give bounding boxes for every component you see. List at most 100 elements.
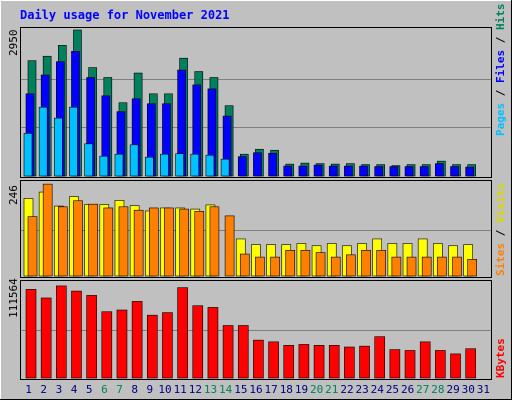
day-label: 31 (477, 383, 490, 396)
sites-bar (467, 259, 477, 277)
sites-bar (285, 249, 296, 277)
kbytes-bar (162, 312, 173, 379)
legend-files: Files (494, 50, 507, 83)
day-label: 16 (249, 383, 262, 396)
day-label: 26 (401, 383, 414, 396)
kbytes-bar (268, 341, 279, 379)
day-label: 8 (131, 383, 138, 396)
sites-bar (300, 249, 311, 277)
kbytes-bar (222, 325, 234, 379)
day-label: 4 (71, 383, 78, 396)
pages-bar (38, 106, 48, 177)
day-label: 14 (219, 383, 233, 396)
sites-bar (88, 203, 98, 277)
kbytes-bar (177, 287, 188, 379)
kbytes-bar (146, 314, 158, 379)
pages-bar (23, 133, 33, 177)
day-label: 13 (204, 383, 217, 396)
files-bar (450, 166, 459, 177)
day-label: 25 (386, 383, 399, 396)
sites-bar (270, 256, 280, 277)
kbytes-bar (344, 346, 355, 379)
sites-bar (391, 256, 402, 277)
pages-bar (129, 144, 139, 177)
sites-bar (58, 206, 68, 277)
sites-bar (148, 207, 159, 277)
pages-bar (144, 156, 154, 177)
kbytes-bar (237, 325, 249, 379)
sites-bar (361, 249, 371, 277)
files-bar (435, 163, 444, 177)
day-label: 1 (25, 383, 32, 396)
kbytes-bar (283, 345, 295, 379)
files-bar (237, 156, 247, 177)
kbytes-bar (435, 350, 446, 379)
kbytes-bar (40, 297, 52, 379)
day-label: 23 (356, 383, 369, 396)
day-label: 29 (446, 383, 459, 396)
files-bar (374, 166, 384, 177)
day-label: 18 (280, 383, 293, 396)
kbytes-bar (192, 305, 204, 379)
kbytes-bar (56, 285, 67, 379)
files-bar (465, 166, 474, 177)
files-bar (344, 165, 353, 177)
sites-bar (133, 209, 144, 277)
sites-bar (164, 207, 174, 277)
day-label: 10 (158, 383, 171, 396)
files-bar (253, 152, 262, 177)
kbytes-ymax-label: 111564 (7, 278, 20, 318)
kbytes-bar (404, 350, 416, 379)
kbytes-bar (101, 311, 113, 379)
files-bar (268, 152, 277, 177)
legend-kbytes: KBytes (494, 338, 507, 378)
day-label: 7 (116, 383, 123, 396)
day-label: 24 (371, 383, 385, 396)
chart-title: Daily usage for November 2021 (20, 8, 230, 22)
kbytes-bar (298, 344, 310, 379)
day-label: 30 (462, 383, 475, 396)
pages-bar (54, 117, 63, 177)
files-bar (404, 166, 414, 177)
pages-bar (84, 143, 93, 177)
legend-pages: Pages (494, 103, 507, 136)
files-bar (283, 165, 293, 177)
sites-bar (73, 200, 83, 277)
sites-bar (224, 215, 235, 277)
pages-bar (160, 153, 169, 177)
sites-bar (118, 206, 129, 277)
sites-bar (194, 211, 205, 277)
legend-hits: Hits (494, 4, 507, 31)
kbytes-bar (71, 290, 82, 379)
sites-bar (239, 253, 250, 277)
kbytes-bar (116, 309, 128, 379)
day-label: 9 (147, 383, 154, 396)
sites-bar (42, 183, 53, 277)
day-label: 3 (56, 383, 63, 396)
day-label: 28 (431, 383, 444, 396)
day-label: 15 (234, 383, 247, 396)
pages-bar (69, 106, 78, 177)
visits-ymax-label: 246 (7, 185, 20, 205)
kbytes-bar (465, 348, 476, 379)
pages-bar (205, 154, 215, 177)
kbytes-bar (25, 289, 37, 379)
files-bar (298, 165, 308, 177)
visits-legend: Sites / Visits (494, 183, 507, 276)
pages-bar (114, 153, 124, 177)
sites-bar (452, 256, 462, 277)
kbytes-bar (419, 341, 431, 379)
day-label: 12 (189, 383, 202, 396)
kbytes-bar (207, 307, 219, 379)
pages-bar (99, 155, 109, 177)
sites-bar (27, 216, 38, 277)
sites-bar (376, 249, 387, 277)
sites-bar (346, 254, 356, 277)
sites-bar (315, 252, 326, 277)
kbytes-bar (359, 345, 370, 379)
sites-bar (255, 256, 265, 277)
day-label: 2 (40, 383, 47, 396)
files-bar (359, 165, 368, 177)
kbytes-bar (253, 339, 264, 379)
